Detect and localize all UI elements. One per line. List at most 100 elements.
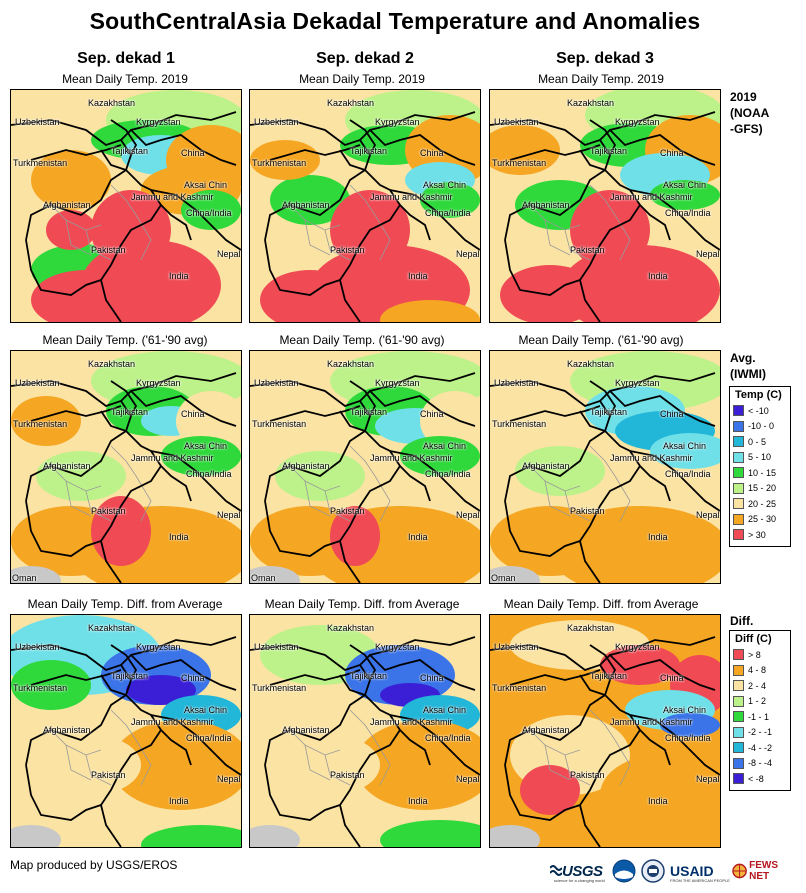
country-border <box>389 450 480 512</box>
province-boundary <box>110 709 137 741</box>
difference-legend-item: -8 - -4 <box>733 756 790 772</box>
government-seal-icon <box>641 859 665 883</box>
place-label-pakistan: Pakistan <box>570 770 605 780</box>
place-label-jammu-kashmir: Jammu and Kashmir <box>610 192 693 202</box>
place-label-india: India <box>648 271 668 281</box>
difference-legend-title: Diff (C) <box>735 633 772 645</box>
country-border <box>110 119 138 156</box>
place-label-jammu-kashmir: Jammu and Kashmir <box>610 453 693 463</box>
map-color-region <box>490 396 560 446</box>
place-label-india: India <box>408 796 428 806</box>
difference-legend-label: -2 - -1 <box>748 727 773 738</box>
country-border <box>30 669 122 686</box>
place-label-india: India <box>408 271 428 281</box>
province-boundary <box>564 754 591 786</box>
difference-legend-label: 4 - 8 <box>748 665 767 676</box>
country-border <box>11 372 237 408</box>
map-raster <box>490 351 720 583</box>
province-boundary <box>135 475 152 522</box>
province-boundary <box>50 729 102 756</box>
place-label-tajikistan: Tajikistan <box>111 146 149 156</box>
country-border <box>589 119 617 156</box>
map-color-region <box>11 566 61 583</box>
province-boundary <box>324 229 351 261</box>
place-label-china: China <box>181 409 205 419</box>
place-label-turkmenistan: Turkmenistan <box>252 683 307 693</box>
place-label-oman: Oman <box>251 573 276 583</box>
country-border <box>160 729 192 766</box>
panel-title: Mean Daily Temp. ('61-'90 avg) <box>42 333 208 347</box>
province-boundary <box>85 754 112 786</box>
place-label-kazakhstan: Kazakhstan <box>327 98 375 108</box>
place-label-china: China <box>660 673 684 683</box>
province-boundary <box>304 744 331 781</box>
panel-title: Mean Daily Temp. 2019 <box>62 72 188 86</box>
difference-legend-item: < -8 <box>733 771 790 787</box>
place-label-china-india: China/India <box>425 733 471 743</box>
place-label-nepal: Nepal <box>456 774 480 784</box>
province-boundary <box>614 739 631 786</box>
map-color-region <box>500 265 600 322</box>
country-border <box>579 169 642 322</box>
place-label-uzbekistan: Uzbekistan <box>494 642 539 652</box>
map-panel-diff-dekad-2: Kazakhstan Uzbekistan Kyrgyzstan Tajikistan… <box>249 614 481 848</box>
place-label-kazakhstan: Kazakhstan <box>88 623 136 633</box>
place-label-china: China <box>660 148 684 158</box>
usgs-logo-text: USGS <box>562 862 603 880</box>
country-border <box>25 764 102 821</box>
province-boundary <box>544 480 571 517</box>
fews-net-logo: FEWS NET <box>732 856 798 886</box>
country-border <box>589 644 617 681</box>
place-label-nepal: Nepal <box>696 249 720 259</box>
country-border <box>339 410 366 432</box>
row-label-2019: 2019 (NOAA -GFS) <box>730 90 770 136</box>
difference-legend-swatch <box>733 742 744 754</box>
country-border <box>150 714 241 776</box>
place-label-kazakhstan: Kazakhstan <box>88 98 136 108</box>
place-label-china: China <box>181 673 205 683</box>
map-raster <box>250 90 480 322</box>
place-label-afghanistan: Afghanistan <box>282 725 330 735</box>
province-boundary <box>65 744 92 781</box>
place-label-pakistan: Pakistan <box>91 506 126 516</box>
country-border <box>639 465 671 502</box>
difference-legend-swatch <box>733 757 744 769</box>
country-border <box>490 372 716 408</box>
temperature-legend-item: 10 - 15 <box>733 465 790 481</box>
country-border <box>264 139 371 241</box>
place-label-jammu-kashmir: Jammu and Kashmir <box>610 717 693 727</box>
country-border <box>369 654 476 691</box>
country-border <box>264 400 371 502</box>
place-label-aksai-chin: Aksai Chin <box>663 441 707 451</box>
noaa-logo <box>612 856 638 886</box>
country-border <box>339 149 366 171</box>
country-border <box>369 129 476 166</box>
country-border <box>25 139 132 241</box>
place-label-tajikistan: Tajikistan <box>350 671 388 681</box>
map-panel-diff-dekad-1: Kazakhstan Uzbekistan Kyrgyzstan Tajikistan… <box>10 614 242 848</box>
country-border <box>339 169 402 322</box>
country-border <box>509 669 601 686</box>
usgs-tagline: science for a changing world <box>554 878 605 883</box>
country-border <box>130 654 237 691</box>
province-boundary <box>65 480 92 517</box>
country-border <box>399 729 431 766</box>
place-label-india: India <box>169 532 189 542</box>
country-border <box>504 139 611 241</box>
map-color-region <box>420 391 480 451</box>
province-boundary <box>304 480 331 517</box>
fews-net-logo-text: FEWS NET <box>749 860 779 882</box>
country-border <box>629 714 720 776</box>
map-color-region <box>11 825 61 847</box>
place-label-china-india: China/India <box>665 733 711 743</box>
map-color-region <box>400 436 480 476</box>
country-border <box>25 400 132 502</box>
map-color-region <box>355 720 480 810</box>
map-color-region <box>600 755 720 835</box>
difference-legend-item: -1 - 1 <box>733 709 790 725</box>
country-border <box>609 129 716 166</box>
country-border <box>639 204 671 241</box>
country-border <box>264 239 341 296</box>
map-color-region <box>660 713 720 737</box>
province-boundary <box>529 204 581 231</box>
